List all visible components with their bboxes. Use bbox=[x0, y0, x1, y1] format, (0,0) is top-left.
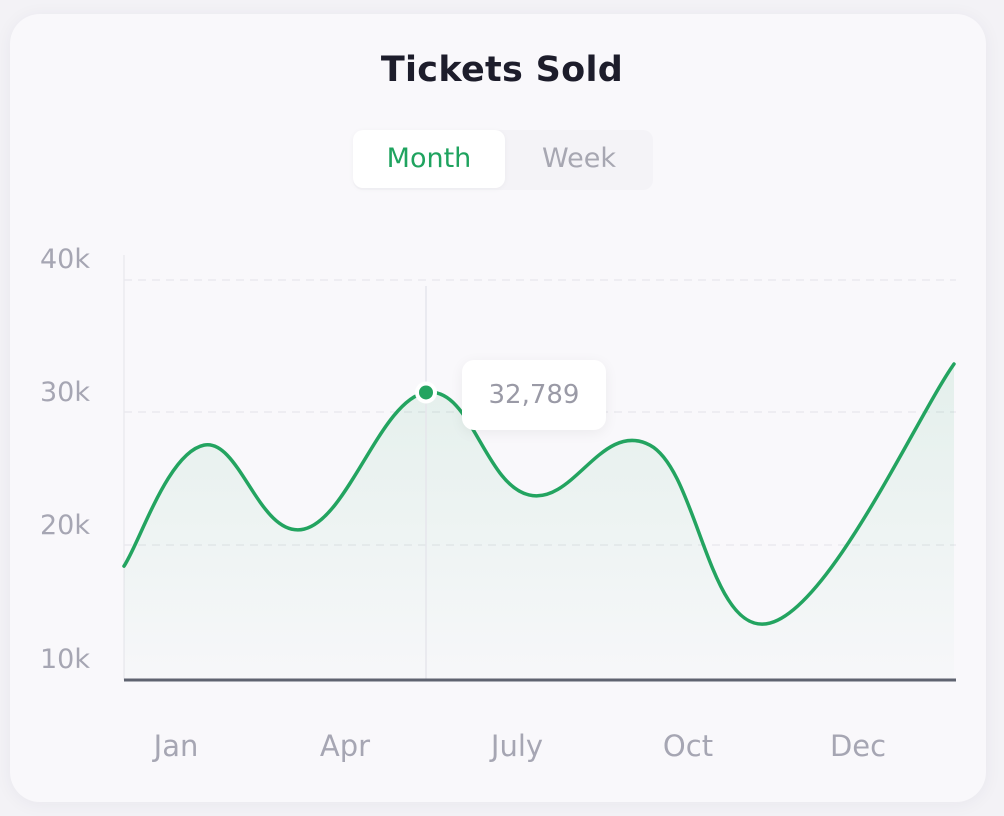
chart-title: Tickets Sold bbox=[380, 50, 624, 90]
tab-week[interactable]: Week bbox=[542, 143, 616, 174]
series-area bbox=[124, 364, 954, 680]
y-tick-label: 30k bbox=[40, 377, 90, 408]
value-tooltip: 32,789 bbox=[462, 360, 606, 430]
x-tick-label: July bbox=[489, 729, 543, 763]
x-tick-label: Apr bbox=[320, 729, 370, 763]
highlight-point[interactable] bbox=[419, 385, 433, 400]
y-tick-label: 10k bbox=[40, 644, 90, 675]
period-toggle: Month Week bbox=[353, 130, 653, 190]
x-tick-label: Oct bbox=[663, 729, 713, 763]
y-tick-label: 20k bbox=[40, 510, 90, 541]
x-tick-label: Jan bbox=[152, 729, 199, 763]
y-tick-label: 40k bbox=[40, 244, 90, 275]
series-line bbox=[122, 362, 956, 626]
x-tick-label: Dec bbox=[830, 729, 886, 763]
tab-month[interactable]: Month bbox=[353, 130, 505, 188]
